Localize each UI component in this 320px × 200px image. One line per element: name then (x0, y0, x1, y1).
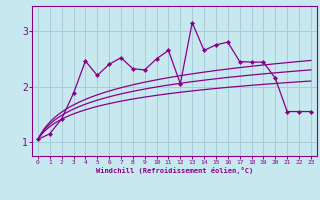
X-axis label: Windchill (Refroidissement éolien,°C): Windchill (Refroidissement éolien,°C) (96, 167, 253, 174)
